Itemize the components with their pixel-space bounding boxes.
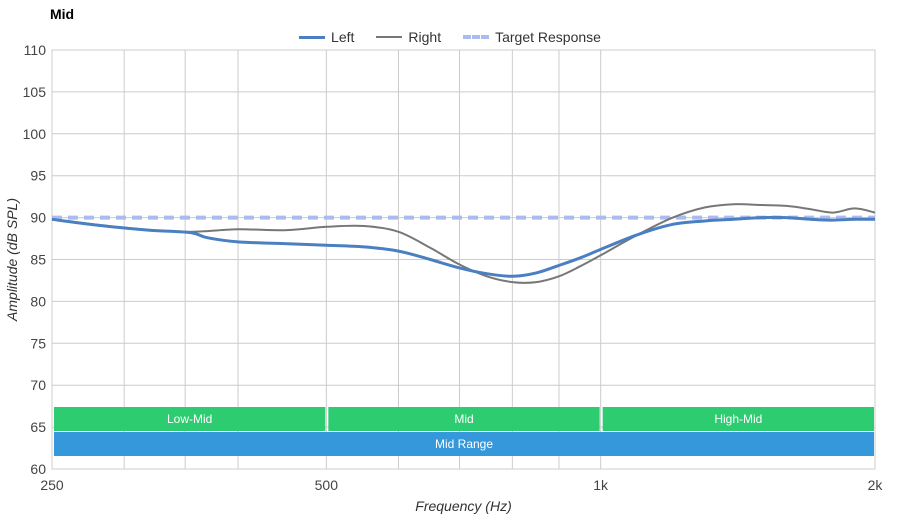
y-tick-label: 110	[24, 42, 47, 58]
legend-label-target-response: Target Response	[495, 29, 601, 45]
band-label: High-Mid	[714, 412, 762, 426]
legend-label-right: Right	[408, 29, 442, 45]
x-tick-label: 500	[315, 477, 339, 493]
legend-swatch-left	[299, 35, 326, 39]
y-tick-label: 75	[30, 335, 46, 351]
legend-item-left[interactable]: Left	[299, 29, 354, 45]
x-tick-label: 2k	[868, 477, 884, 493]
legend-swatch-right	[376, 36, 403, 38]
band-label: Low-Mid	[167, 412, 212, 426]
y-tick-label: 80	[30, 293, 46, 309]
y-tick-label: 65	[30, 419, 46, 435]
y-tick-label: 85	[30, 252, 46, 268]
x-tick-label: 250	[40, 477, 64, 493]
band-mid-range	[54, 432, 874, 456]
band-high-mid	[602, 407, 874, 431]
series-line-left	[51, 215, 876, 278]
y-axis-title: Amplitude (dB SPL)	[4, 198, 20, 322]
series-line-right	[51, 203, 876, 284]
legend-label-left: Left	[331, 29, 355, 45]
band-label: Mid Range	[435, 437, 493, 451]
frequency-bands: Low-Mid Mid High-Mid Mid Range	[54, 407, 874, 456]
series-lines	[51, 203, 876, 284]
y-tick-label: 105	[23, 84, 47, 100]
y-tick-label: 95	[30, 168, 46, 184]
chart-title: Mid	[50, 6, 75, 22]
band-mid	[328, 407, 600, 431]
x-axis-title: Frequency (Hz)	[415, 498, 511, 514]
y-tick-label: 60	[30, 461, 46, 477]
legend: Left Right Target Response	[0, 27, 900, 47]
legend-item-target-response[interactable]: Target Response	[463, 29, 601, 45]
plot-border	[51, 49, 876, 470]
legend-swatch-target-response	[463, 35, 490, 39]
y-tick-label: 70	[30, 377, 46, 393]
legend-item-right[interactable]: Right	[376, 29, 441, 45]
x-tick-label: 1k	[593, 477, 609, 493]
grid	[51, 49, 876, 470]
band-label: Mid	[454, 412, 473, 426]
band-low-mid	[54, 407, 326, 431]
y-tick-label: 90	[30, 210, 46, 226]
y-tick-label: 100	[23, 126, 47, 142]
